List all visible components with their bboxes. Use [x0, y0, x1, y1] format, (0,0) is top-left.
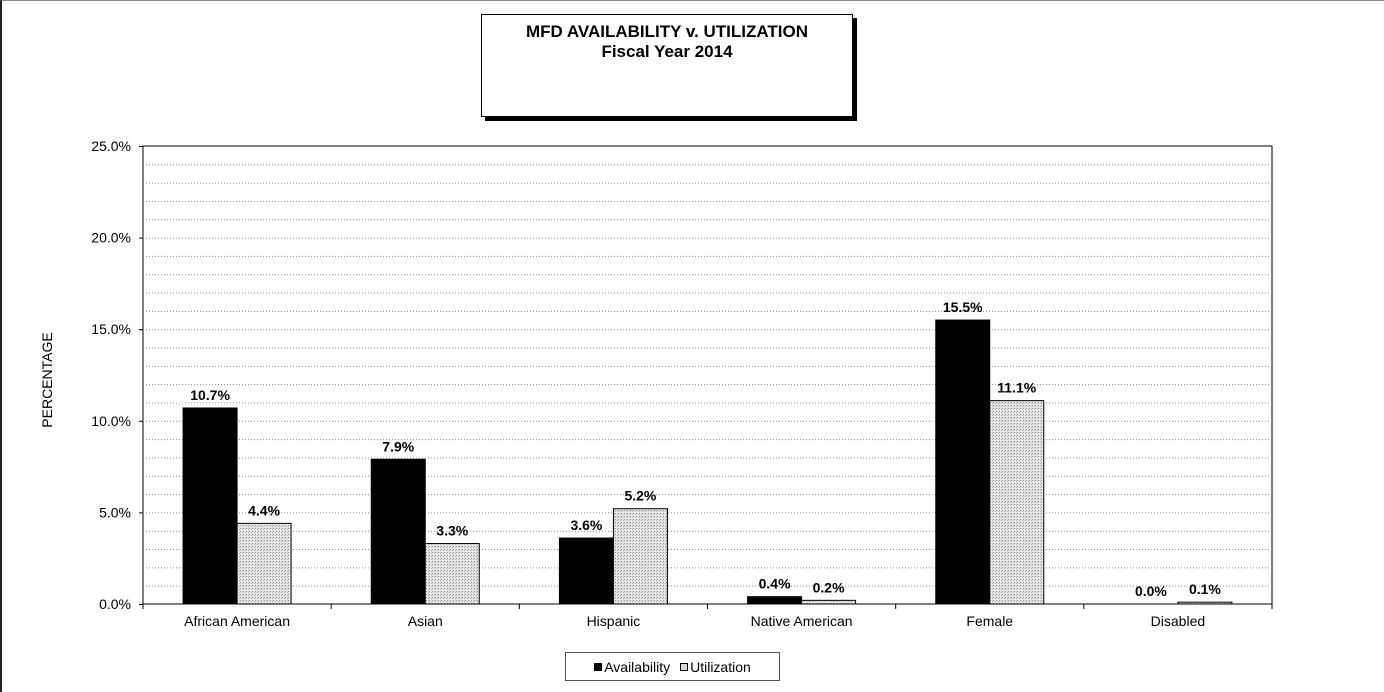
chart-title-box: MFD AVAILABILITY v. UTILIZATION Fiscal Y… — [481, 14, 853, 117]
bar-availability — [370, 458, 426, 605]
data-label-availability: 15.5% — [943, 299, 983, 315]
data-label-utilization: 5.2% — [624, 488, 656, 504]
x-tick-label: Hispanic — [587, 613, 641, 629]
legend-item-availability: Availability — [594, 659, 670, 675]
y-tick-label: 20.0% — [91, 230, 131, 246]
x-tick-label: Female — [966, 613, 1013, 629]
data-label-utilization: 0.1% — [1189, 581, 1221, 597]
data-label-utilization: 11.1% — [997, 380, 1036, 396]
legend-swatch-availability — [594, 662, 603, 671]
bar-utilization — [989, 400, 1045, 605]
chart-legend: Availability Utilization — [565, 652, 780, 681]
legend-item-utilization: Utilization — [680, 659, 751, 675]
y-tick-label: 15.0% — [91, 321, 131, 337]
bar-utilization — [801, 599, 857, 605]
plot-area: 0.0% 5.0% 10.0% 15.0% 20.0% 25.0% 10.7% 4.4% Afr… — [91, 138, 1273, 629]
data-label-availability: 0.0% — [1135, 583, 1167, 599]
y-tick-label: 10.0% — [91, 413, 131, 429]
x-tick-label: Asian — [408, 613, 443, 629]
legend-label-utilization: Utilization — [690, 658, 751, 675]
chart-subtitle: Fiscal Year 2014 — [601, 42, 733, 61]
bar-utilization — [612, 508, 668, 605]
bar-availability — [182, 407, 238, 605]
x-tick-label: Disabled — [1151, 613, 1205, 629]
bar-availability — [935, 319, 991, 605]
data-label-availability: 0.4% — [759, 576, 791, 592]
bar-utilization — [1177, 601, 1233, 605]
x-tick-label: Native American — [751, 613, 853, 629]
bar-utilization — [424, 543, 480, 605]
data-label-utilization: 0.2% — [813, 579, 845, 595]
data-label-availability: 3.6% — [570, 517, 602, 533]
legend-swatch-utilization — [680, 662, 689, 671]
data-label-utilization: 4.4% — [248, 502, 280, 518]
x-tick-label: African American — [184, 613, 290, 629]
plot-border — [142, 145, 1273, 605]
data-label-utilization: 3.3% — [436, 523, 468, 539]
data-label-availability: 7.9% — [382, 438, 414, 454]
chart-title: MFD AVAILABILITY v. UTILIZATION — [525, 22, 809, 41]
y-tick-label: 5.0% — [99, 504, 131, 520]
bar-utilization — [236, 522, 292, 605]
data-label-availability: 10.7% — [190, 387, 230, 403]
legend-label-availability: Availability — [604, 658, 671, 675]
y-tick-label: 0.0% — [99, 596, 131, 612]
y-axis-label: PERCENTAGE — [39, 332, 55, 427]
bar-availability — [747, 596, 803, 605]
bar-availability — [558, 537, 614, 605]
y-tick-label: 25.0% — [91, 138, 131, 154]
